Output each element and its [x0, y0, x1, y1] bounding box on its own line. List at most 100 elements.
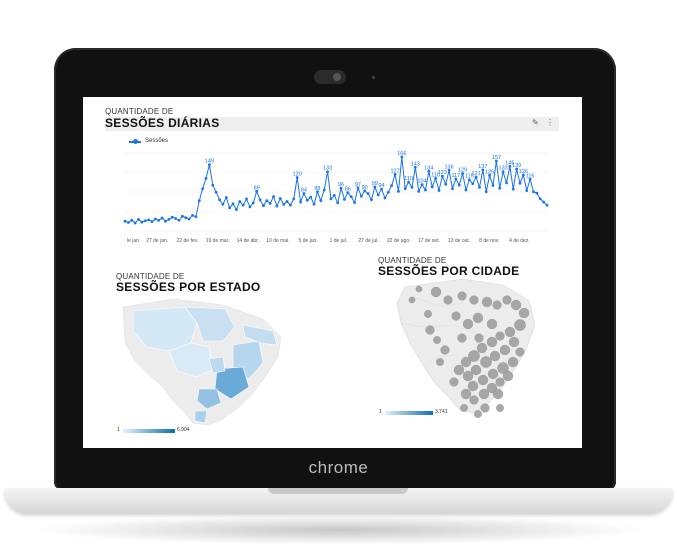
data-point	[454, 177, 458, 181]
data-point	[329, 197, 333, 201]
city-bubble	[474, 410, 482, 418]
laptop-base-notch	[268, 488, 408, 494]
data-point	[474, 175, 478, 179]
vertical-dots-icon[interactable]: ⋮	[546, 118, 554, 127]
city-bubble	[481, 296, 493, 308]
data-label: 104	[417, 179, 426, 185]
data-point	[373, 185, 377, 189]
data-point	[133, 221, 137, 225]
x-tick-label: 22 de ago.	[387, 238, 411, 244]
data-label: 125	[485, 169, 494, 175]
city-bubble	[496, 404, 504, 412]
data-point	[525, 189, 529, 192]
data-point	[211, 183, 215, 187]
city-bubble	[440, 345, 450, 355]
data-point	[251, 201, 255, 205]
city-bubble	[504, 326, 516, 338]
data-label: 145	[505, 160, 514, 166]
data-point	[201, 187, 205, 191]
legend-marker	[129, 139, 141, 144]
data-label: 134	[424, 165, 433, 171]
estado-title: SESSÕES POR ESTADO	[116, 280, 261, 294]
data-point	[535, 191, 539, 195]
city-bubble	[478, 388, 490, 400]
data-point	[538, 197, 542, 201]
laptop-screen: QUANTIDADE DE SESSÕES DIÁRIAS ✎ ⋮ Sessõe…	[83, 97, 582, 448]
data-point	[326, 170, 329, 174]
x-tick-label: 5 de jun.	[299, 238, 318, 244]
data-point	[424, 188, 427, 192]
data-point	[285, 200, 289, 203]
data-label: 127	[390, 168, 399, 174]
city-bubble	[507, 356, 519, 368]
data-label: 84	[301, 188, 307, 194]
data-point	[157, 218, 161, 222]
data-point	[214, 190, 218, 194]
city-bubble	[502, 295, 512, 305]
data-point	[137, 218, 140, 221]
city-bubble	[514, 319, 526, 331]
city-bubble	[449, 377, 459, 387]
legend-label: Sessões	[145, 138, 169, 144]
pencil-icon[interactable]: ✎	[532, 118, 539, 127]
data-label: 121	[472, 171, 481, 177]
data-point	[228, 206, 232, 210]
data-point	[322, 188, 326, 192]
data-point	[464, 188, 468, 192]
data-label: 86	[345, 187, 351, 193]
data-point	[245, 197, 248, 201]
data-point	[123, 219, 127, 223]
data-point	[413, 165, 417, 169]
city-bubble	[492, 300, 502, 310]
data-point	[255, 189, 259, 193]
city-bubble	[469, 395, 479, 405]
x-tick-label: 13 de out.	[448, 238, 470, 244]
data-label: 90	[362, 185, 368, 191]
data-point	[386, 190, 390, 194]
x-tick-label: 10 de mai.	[266, 238, 289, 244]
map-state-rs	[194, 410, 208, 424]
data-point	[295, 176, 299, 179]
city-bubble	[486, 336, 498, 348]
map-state-sp	[196, 388, 222, 410]
map-state-mg	[214, 366, 250, 400]
data-point	[309, 195, 313, 199]
light-sensor	[372, 76, 375, 79]
city-bubble	[489, 350, 501, 362]
data-point	[147, 218, 151, 222]
data-point	[197, 199, 201, 203]
data-point	[494, 159, 498, 163]
data-point	[515, 167, 519, 171]
data-point	[272, 195, 275, 199]
brazil-state-map[interactable]	[113, 297, 283, 427]
city-bubble	[430, 286, 442, 298]
city-bubble	[436, 358, 444, 366]
city-bubble	[460, 388, 472, 400]
cidade-small-title: QUANTIDADE DE	[378, 256, 447, 265]
data-point	[349, 195, 353, 199]
cidade-color-scale	[385, 411, 433, 415]
x-tick-label: 8 de nov.	[479, 238, 499, 244]
data-label: 110	[404, 176, 413, 182]
city-bubble	[487, 368, 499, 380]
city-bubble	[467, 380, 479, 392]
data-point	[140, 220, 144, 224]
data-point	[437, 189, 441, 192]
data-label: 117	[451, 173, 460, 179]
data-point	[430, 185, 434, 189]
data-point	[471, 182, 475, 186]
data-point	[521, 173, 525, 177]
data-point	[542, 200, 546, 204]
brazil-city-bubble-map[interactable]	[83, 97, 582, 448]
data-point	[356, 186, 360, 190]
data-point	[208, 163, 211, 166]
data-point	[177, 218, 181, 222]
estado-small-title: QUANTIDADE DE	[116, 272, 185, 281]
data-label: 115	[465, 174, 474, 180]
data-point	[302, 192, 306, 195]
data-point	[268, 201, 272, 205]
data-point	[488, 173, 492, 177]
data-point	[511, 187, 515, 191]
data-point	[420, 183, 424, 187]
